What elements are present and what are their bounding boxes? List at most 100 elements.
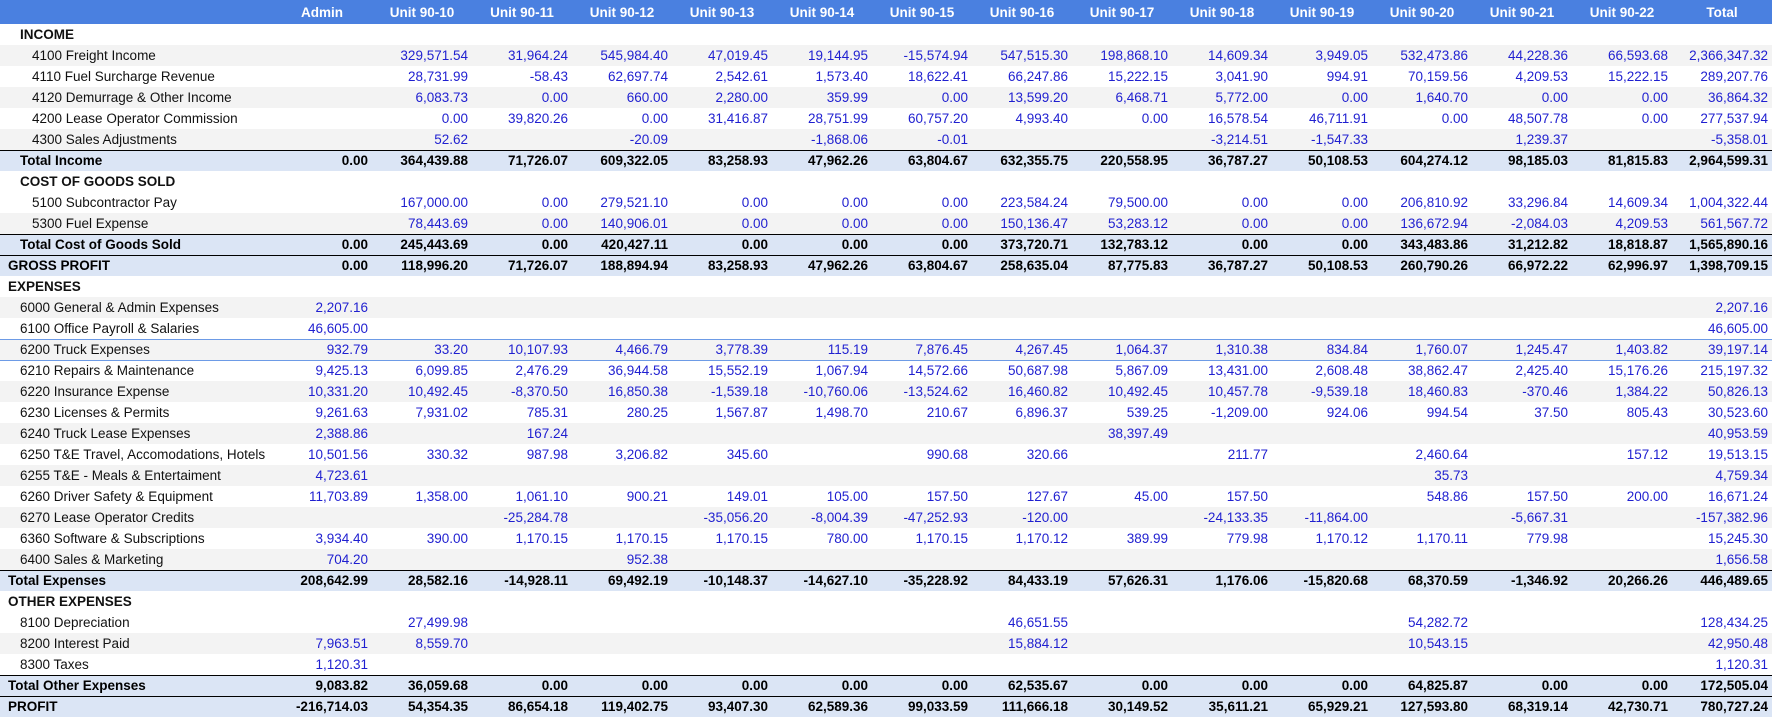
cell: 1,064.37 xyxy=(1072,338,1172,361)
cell xyxy=(472,171,572,192)
cell: -47,252.93 xyxy=(872,507,972,528)
column-header: Unit 90-13 xyxy=(672,0,772,24)
cell: 2,608.48 xyxy=(1315,363,1368,379)
cell: 3,778.39 xyxy=(672,338,772,361)
cell: 0.00 xyxy=(1272,87,1372,108)
cell: 200.00 xyxy=(1626,489,1668,504)
cell: 632,355.75 xyxy=(972,149,1072,171)
cell: 547,515.30 xyxy=(972,45,1072,66)
cell: 994.54 xyxy=(1426,405,1468,420)
row-label: INCOME xyxy=(20,27,74,42)
cell: -216,714.03 xyxy=(272,695,372,717)
cell: 215,197.32 xyxy=(1700,363,1768,379)
cell: 0.00 xyxy=(941,195,968,210)
cell: 30,149.52 xyxy=(1072,695,1172,717)
cell: 15,222.15 xyxy=(1607,69,1668,84)
cell: 604,274.12 xyxy=(1372,149,1472,171)
cell: -15,820.68 xyxy=(1272,569,1372,591)
cell: 10,457.78 xyxy=(1172,381,1272,402)
cell: 1,170.15 xyxy=(615,531,668,546)
cell: 19,513.15 xyxy=(1707,447,1768,462)
cell xyxy=(572,276,672,297)
cell: 37.50 xyxy=(1534,405,1568,420)
cell: 0.00 xyxy=(1341,195,1368,210)
cell: 8,559.70 xyxy=(372,633,472,654)
cell xyxy=(1272,486,1372,507)
cell: 0.00 xyxy=(1272,233,1372,255)
cell xyxy=(772,591,872,612)
cell xyxy=(1572,318,1672,339)
table-row: EXPENSES xyxy=(0,276,1772,297)
cell: 93,407.30 xyxy=(672,695,772,717)
cell xyxy=(672,297,772,318)
cell: 0.00 xyxy=(772,213,872,234)
cell xyxy=(1072,444,1172,465)
cell xyxy=(1672,171,1772,192)
cell: 1,384.22 xyxy=(1572,381,1672,402)
header-row: Admin Unit 90-10 Unit 90-11 Unit 90-12 Unit … xyxy=(0,0,1772,24)
cell: 0.00 xyxy=(741,195,768,210)
table-row: 4120 Demurrage & Other Income 6,083.73 0.0… xyxy=(0,87,1772,108)
row-label: 8300 Taxes xyxy=(20,656,89,672)
cell xyxy=(1472,171,1572,192)
cell: 1,239.37 xyxy=(1472,129,1572,150)
cell xyxy=(872,171,972,192)
cell: 0.00 xyxy=(872,233,972,255)
row-label: Total Other Expenses xyxy=(0,674,272,696)
cell xyxy=(1472,318,1572,339)
cell: -1,346.92 xyxy=(1472,569,1572,591)
table-row: 4300 Sales Adjustments 52.62 -20.09 -1,868.… xyxy=(0,129,1772,150)
cell: -11,864.00 xyxy=(1272,507,1372,528)
cell: 1,120.31 xyxy=(1715,656,1768,672)
cell: 539.25 xyxy=(1126,405,1168,420)
cell: 245,443.69 xyxy=(372,233,472,255)
cell xyxy=(1372,318,1472,339)
cell xyxy=(972,129,1072,150)
row-label: 5100 Subcontractor Pay xyxy=(32,195,177,210)
cell xyxy=(872,549,972,570)
cell: 150,136.47 xyxy=(972,213,1072,234)
table-row: 6210 Repairs & Maintenance 9,425.13 6,099.… xyxy=(0,360,1772,381)
cell xyxy=(772,24,872,45)
table-row: GROSS PROFIT 0.00 118,996.20 71,726.07 188,8… xyxy=(0,254,1772,276)
cell xyxy=(972,591,1072,612)
table-row: 6200 Truck Expenses 932.79 33.20 10,107.93 4… xyxy=(0,338,1772,361)
cell xyxy=(572,612,672,633)
cell xyxy=(1372,24,1472,45)
cell: -0.01 xyxy=(872,129,972,150)
row-label: Total Expenses xyxy=(0,569,272,591)
cell: 6,099.85 xyxy=(415,363,468,379)
cell: 54,354.35 xyxy=(372,695,472,717)
cell: 279,521.10 xyxy=(600,195,668,210)
cell: 18,460.83 xyxy=(1372,381,1472,402)
table-row: 6100 Office Payroll & Salaries 46,605.00 4… xyxy=(0,318,1772,339)
cell xyxy=(472,24,572,45)
cell xyxy=(1572,528,1672,549)
cell: 0.00 xyxy=(472,213,572,234)
cell: 40,953.59 xyxy=(1672,423,1772,444)
cell: 3,934.40 xyxy=(315,531,368,546)
cell: 71,726.07 xyxy=(472,254,572,276)
cell xyxy=(272,192,372,213)
cell: -15,574.94 xyxy=(872,45,972,66)
cell: -1,547.33 xyxy=(1272,129,1372,150)
cell: 50,108.53 xyxy=(1272,254,1372,276)
cell: 111,666.18 xyxy=(972,695,1072,717)
cell xyxy=(672,318,772,339)
cell: 2,207.16 xyxy=(1672,297,1772,318)
cell xyxy=(1172,654,1272,675)
cell xyxy=(472,612,572,633)
cell xyxy=(472,654,572,675)
cell xyxy=(1172,612,1272,633)
cell: 2,425.40 xyxy=(1515,363,1568,379)
cell: 167.24 xyxy=(472,423,572,444)
cell: 69,492.19 xyxy=(572,569,672,591)
cell xyxy=(1572,549,1672,570)
cell: 779.98 xyxy=(1526,531,1568,546)
cell: -58.43 xyxy=(529,69,568,84)
cell: -14,627.10 xyxy=(772,569,872,591)
cell: 0.00 xyxy=(1472,674,1572,696)
cell xyxy=(972,465,1072,486)
cell: -20.09 xyxy=(572,129,672,150)
cell xyxy=(1372,171,1472,192)
